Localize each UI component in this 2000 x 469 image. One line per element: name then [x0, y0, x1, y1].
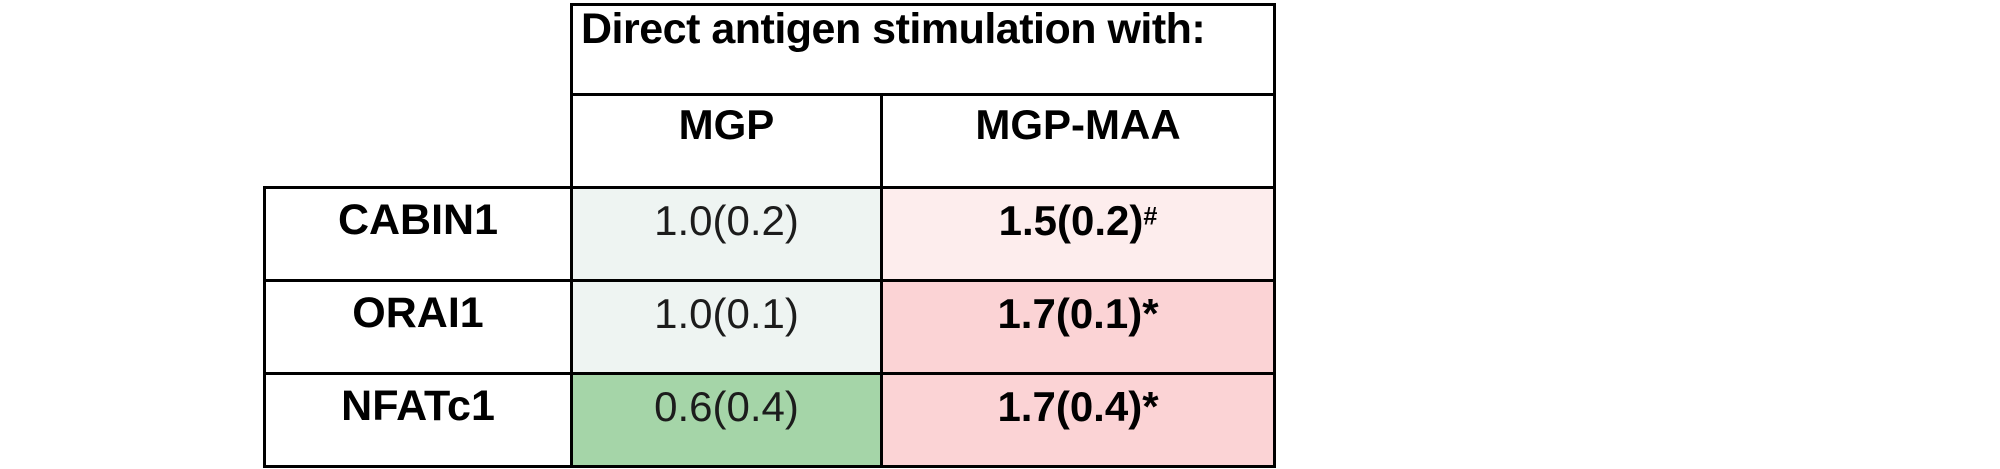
cell-orai1-mgp: 1.0(0.1) [570, 279, 883, 375]
cell-value: 0.6(0.4) [654, 383, 799, 430]
cell-value: 1.7(0.4)* [997, 383, 1159, 430]
cell-orai1-mgp-maa: 1.7(0.1)* [879, 279, 1277, 375]
cell-nfatc1-mgp: 0.6(0.4) [570, 372, 883, 468]
cell-cabin1-mgp-maa: 1.5(0.2)# [879, 186, 1277, 282]
cell-value: 1.7(0.1)* [997, 290, 1159, 337]
cell-value: 1.0(0.2) [654, 197, 799, 244]
spacer-cell [265, 95, 572, 188]
column-header-mgp-maa: MGP-MAA [879, 93, 1277, 189]
figure-canvas: Direct antigen stimulation with: MGP MGP… [263, 3, 1277, 468]
table-row-nfatc1: NFATc1 0.6(0.4) 1.7(0.4)* [263, 372, 1277, 468]
row-label-orai1: ORAI1 [263, 279, 573, 375]
title-row: Direct antigen stimulation with: [265, 3, 1277, 96]
cell-cabin1-mgp: 1.0(0.2) [570, 186, 883, 282]
column-header-row: MGP MGP-MAA [265, 93, 1277, 189]
significance-marker: # [1143, 202, 1158, 231]
table-row-cabin1: CABIN1 1.0(0.2) 1.5(0.2)# [263, 186, 1277, 282]
cell-nfatc1-mgp-maa: 1.7(0.4)* [879, 372, 1277, 468]
row-label-cabin1: CABIN1 [263, 186, 573, 282]
row-label-nfatc1: NFATc1 [263, 372, 573, 468]
column-header-mgp: MGP [570, 93, 883, 189]
cell-value: 1.0(0.1) [654, 290, 799, 337]
table-title: Direct antigen stimulation with: [569, 3, 1277, 96]
table-row-orai1: ORAI1 1.0(0.1) 1.7(0.1)* [263, 279, 1277, 375]
cell-value: 1.5(0.2) [998, 197, 1144, 244]
antigen-stimulation-table: Direct antigen stimulation with: MGP MGP… [263, 3, 1277, 468]
spacer-cell [265, 5, 572, 95]
